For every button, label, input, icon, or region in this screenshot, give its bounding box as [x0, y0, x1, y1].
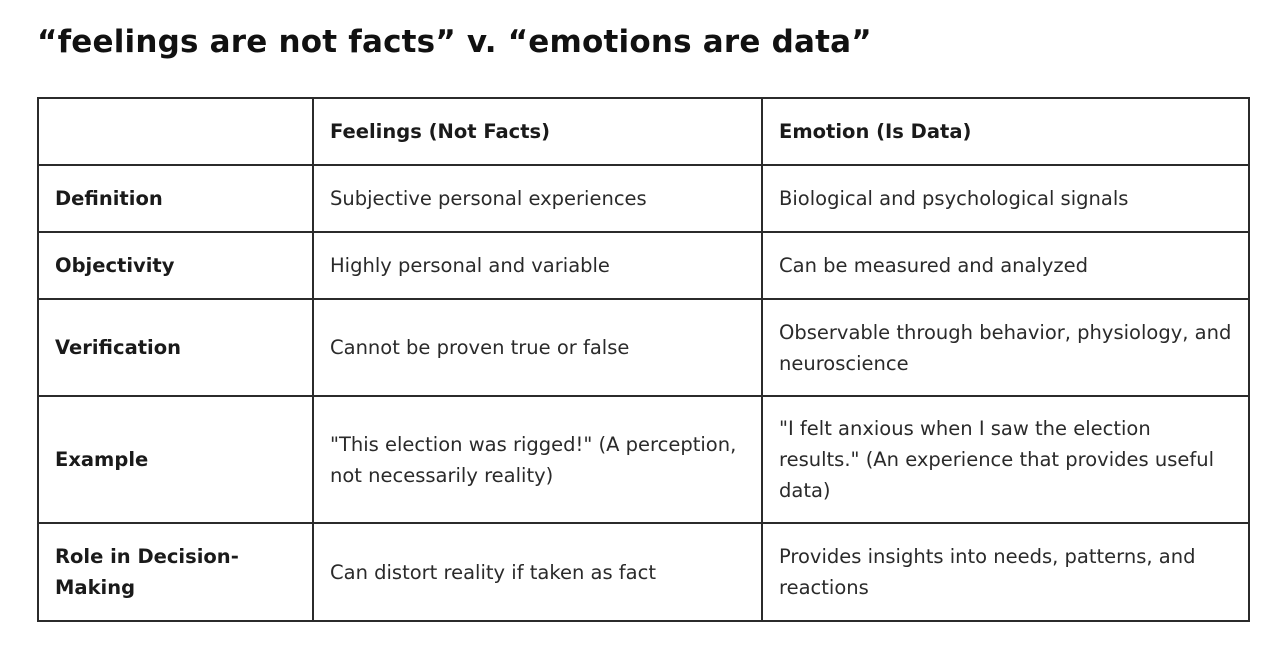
row-label-verification: Verification — [37, 298, 314, 397]
emotion-cell: "I felt anxious when I saw the election … — [761, 395, 1250, 524]
header-cell-emotion: Emotion (Is Data) — [761, 97, 1250, 166]
header-cell-feelings: Feelings (Not Facts) — [312, 97, 763, 166]
table-row: Verification Cannot be proven true or fa… — [37, 298, 1250, 397]
table-row: Definition Subjective personal experienc… — [37, 164, 1250, 233]
emotion-cell: Provides insights into needs, patterns, … — [761, 522, 1250, 622]
feelings-cell: Highly personal and variable — [312, 231, 763, 300]
row-label-example: Example — [37, 395, 314, 524]
feelings-cell: Cannot be proven true or false — [312, 298, 763, 397]
feelings-cell: "This election was rigged!" (A perceptio… — [312, 395, 763, 524]
table-row: Example "This election was rigged!" (A p… — [37, 395, 1250, 524]
page-title: “feelings are not facts” v. “emotions ar… — [37, 24, 872, 60]
emotion-cell: Biological and psychological signals — [761, 164, 1250, 233]
row-label-objectivity: Objectivity — [37, 231, 314, 300]
table-header-row: Feelings (Not Facts) Emotion (Is Data) — [37, 97, 1250, 166]
row-label-definition: Definition — [37, 164, 314, 233]
row-label-role-in-decision-making: Role in Decision-Making — [37, 522, 314, 622]
feelings-cell: Can distort reality if taken as fact — [312, 522, 763, 622]
comparison-table: Feelings (Not Facts) Emotion (Is Data) D… — [37, 97, 1250, 622]
header-cell-empty — [37, 97, 314, 166]
feelings-cell: Subjective personal experiences — [312, 164, 763, 233]
emotion-cell: Can be measured and analyzed — [761, 231, 1250, 300]
table-row: Role in Decision-Making Can distort real… — [37, 522, 1250, 622]
emotion-cell: Observable through behavior, physiology,… — [761, 298, 1250, 397]
table-row: Objectivity Highly personal and variable… — [37, 231, 1250, 300]
